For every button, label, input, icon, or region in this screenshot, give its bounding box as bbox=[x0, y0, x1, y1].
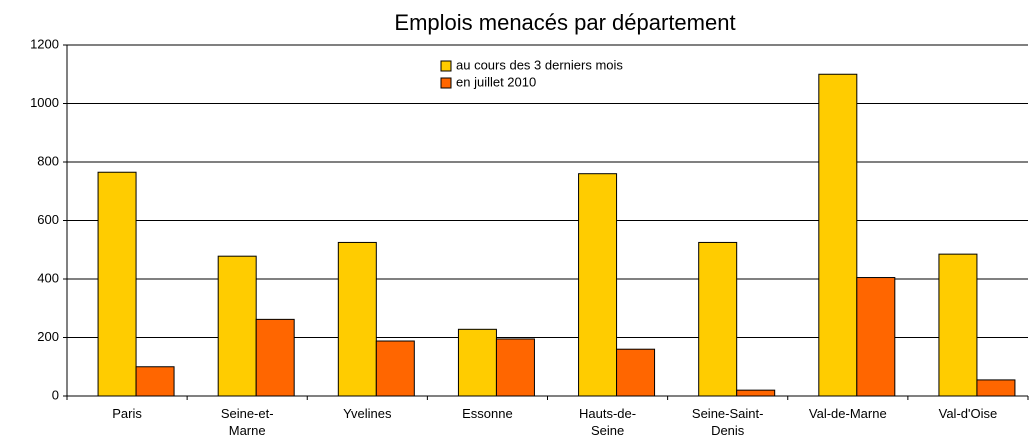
x-tick-label: Paris bbox=[112, 406, 142, 421]
y-tick-label: 800 bbox=[37, 153, 59, 168]
bar bbox=[97, 171, 137, 397]
bar bbox=[736, 389, 776, 397]
bar bbox=[578, 173, 618, 397]
bar bbox=[457, 328, 497, 397]
y-tick-label: 1000 bbox=[30, 95, 59, 110]
bar bbox=[698, 241, 738, 397]
y-tick-label: 400 bbox=[37, 270, 59, 285]
bar bbox=[135, 366, 175, 397]
bar bbox=[976, 379, 1016, 397]
x-tick-label: Hauts-de- Seine bbox=[579, 406, 637, 438]
bar bbox=[375, 340, 415, 397]
x-tick-label: Seine-et- Marne bbox=[220, 406, 274, 438]
y-tick-label: 600 bbox=[37, 212, 59, 227]
y-tick-label: 0 bbox=[52, 387, 59, 402]
legend-label: au cours des 3 derniers mois bbox=[456, 57, 623, 72]
y-tick-label: 1200 bbox=[30, 36, 59, 51]
bar bbox=[495, 338, 535, 397]
bar bbox=[856, 277, 896, 397]
y-tick-label: 200 bbox=[37, 329, 59, 344]
bar bbox=[255, 318, 295, 397]
x-tick-label: Seine-Saint- Denis bbox=[691, 406, 764, 438]
x-tick-label: Yvelines bbox=[343, 406, 392, 421]
x-tick-label: Val-de-Marne bbox=[808, 406, 887, 421]
legend-swatch bbox=[440, 77, 452, 89]
x-tick-label: Val-d'Oise bbox=[938, 406, 998, 421]
chart-title: Emplois menacés par département bbox=[394, 10, 735, 35]
legend-label: en juillet 2010 bbox=[456, 74, 536, 89]
x-tick-label: Essonne bbox=[462, 406, 513, 421]
bar bbox=[938, 253, 978, 397]
bar bbox=[337, 241, 377, 397]
legend-swatch bbox=[440, 60, 452, 72]
bar bbox=[818, 73, 858, 397]
bar bbox=[217, 255, 257, 397]
bar bbox=[616, 348, 656, 397]
